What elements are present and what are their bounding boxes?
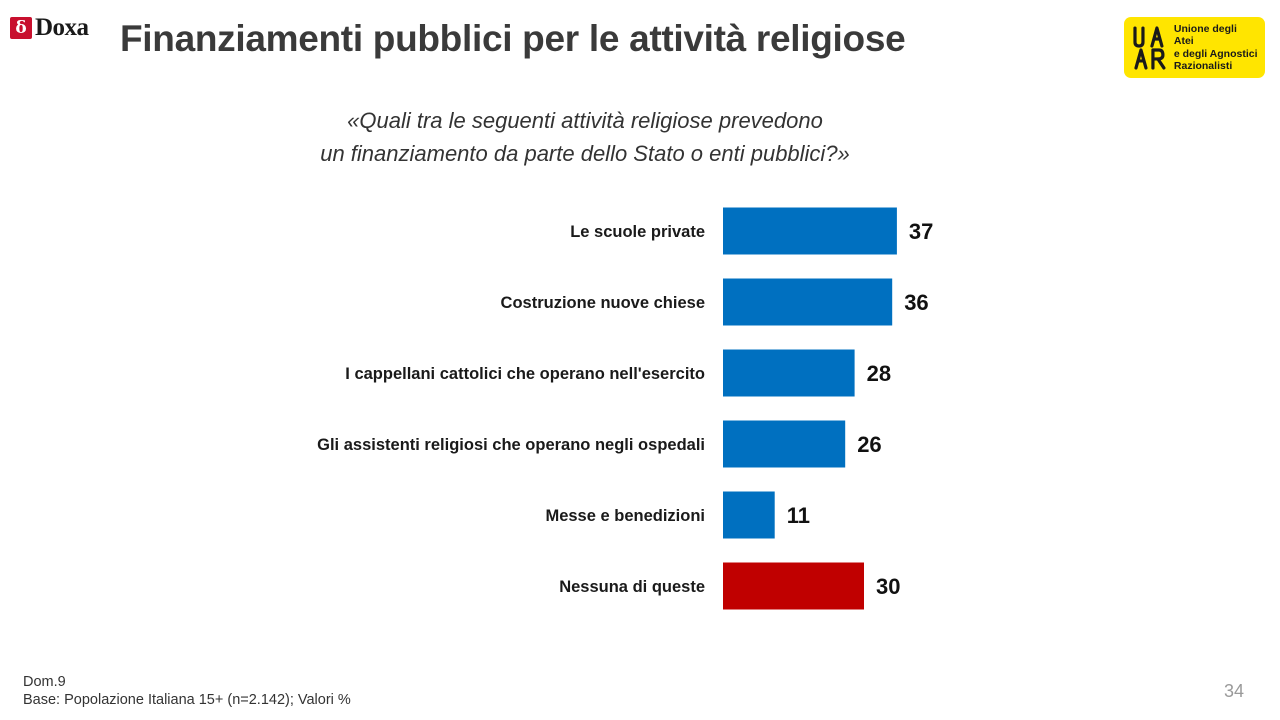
category-label: Gli assistenti religiosi che operano neg… [317,436,705,454]
bar [723,491,775,539]
category-label: Messe e benedizioni [545,507,705,525]
page-title: Finanziamenti pubblici per le attività r… [120,18,906,59]
footer-note: Dom.9 Base: Popolazione Italiana 15+ (n=… [23,673,351,709]
data-label: 36 [904,290,928,315]
uaar-logo-text: Unione degli Atei e degli Agnostici Razi… [1174,23,1259,73]
doxa-logo: δ Doxa [10,14,89,42]
category-label: Nessuna di queste [559,578,705,596]
bar [723,278,893,326]
data-label: 30 [876,574,900,599]
question-code: Dom.9 [23,674,66,690]
bar [723,207,897,255]
bar [723,562,864,610]
uaar-logo-line: Razionalisti [1173,60,1233,72]
uaar-logo-line: Unione degli Atei [1173,22,1237,48]
doxa-logo-mark: δ [10,17,32,39]
survey-question: «Quali tra le seguenti attività religios… [0,104,1170,170]
data-label: 37 [909,219,933,244]
uaar-logo-line: e degli Agnostici [1173,47,1258,60]
bar [723,420,846,468]
data-label: 28 [867,361,891,386]
data-label: 26 [857,432,881,457]
sample-base: Base: Popolazione Italiana 15+ (n=2.142)… [23,692,351,708]
category-label: Costruzione nuove chiese [501,294,705,312]
survey-question-line: un finanziamento da parte dello Stato o … [320,141,850,166]
uaar-logo: Unione degli Atei e degli Agnostici Razi… [1124,17,1265,78]
uaar-logo-mark-icon [1133,25,1166,70]
category-label: Le scuole private [570,223,705,241]
survey-question-line: «Quali tra le seguenti attività religios… [347,108,823,133]
category-label: I cappellani cattolici che operano nell'… [345,365,705,383]
data-label: 11 [787,503,810,528]
page-number: 34 [1223,681,1244,701]
doxa-logo-word: Doxa [35,14,89,41]
bar [723,349,855,397]
